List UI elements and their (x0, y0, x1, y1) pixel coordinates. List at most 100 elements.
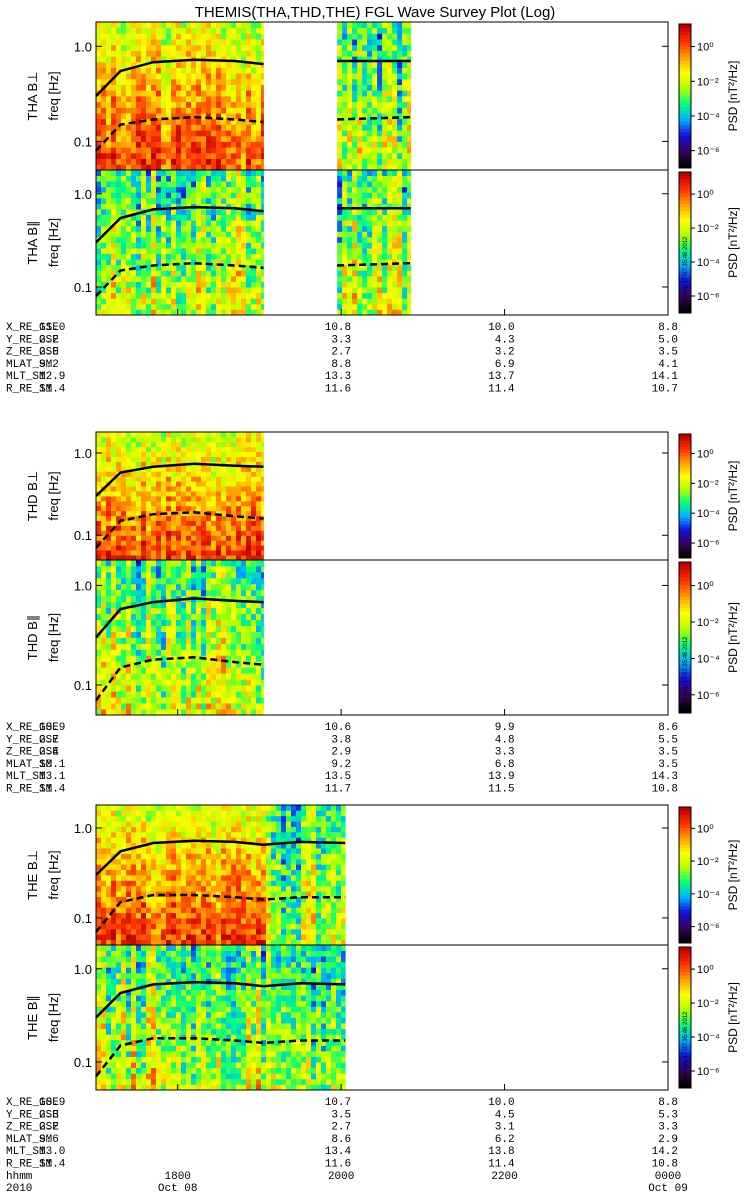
spectrogram-cell (146, 673, 152, 680)
spectrogram-cell (221, 500, 227, 507)
spectrogram-cell (216, 101, 222, 108)
spectrogram-cell (106, 869, 112, 876)
spectrogram-cell (161, 912, 167, 919)
spectrogram-cell (106, 73, 112, 80)
spectrogram-cell (141, 555, 147, 561)
spectrogram-cell (156, 589, 162, 597)
spectrogram-cell (166, 530, 172, 536)
spectrogram-cell (171, 73, 177, 80)
spectrogram-cell (201, 643, 207, 650)
spectrogram-cell (146, 571, 152, 579)
spectrogram-cell (251, 130, 257, 137)
spectrogram-cell (156, 27, 162, 34)
spectrogram-cell (246, 496, 252, 502)
spectrogram-cell (236, 281, 242, 288)
spectrogram-cell (231, 613, 237, 621)
spectrogram-cell (106, 33, 112, 40)
spectrogram-cell (186, 44, 192, 51)
spectrogram-cell (136, 107, 142, 114)
spectrogram-cell (181, 170, 187, 176)
spectrogram-cell (236, 186, 242, 193)
spectrogram-cell (151, 214, 157, 221)
spectrogram-cell (251, 471, 257, 477)
spectrogram-cell (121, 242, 127, 249)
spectrogram-cell (367, 27, 373, 34)
spectrogram-cell (161, 560, 167, 567)
spectrogram-cell (181, 491, 187, 497)
spectrogram-cell (246, 203, 252, 210)
spectrogram-cell (136, 703, 142, 710)
spectrogram-cell (251, 175, 257, 182)
spectrogram-cell (362, 67, 368, 74)
spectrogram-cell (196, 432, 202, 438)
spectrogram-cell (136, 864, 142, 870)
spectrogram-cell (196, 625, 202, 632)
spectrogram-cell (387, 203, 393, 210)
spectrogram-cell (141, 158, 147, 165)
spectrogram-cell (121, 550, 127, 556)
spectrogram-cell (196, 496, 202, 502)
spectrogram-cell (251, 197, 257, 204)
spectrogram-cell (221, 589, 227, 597)
spectrogram-cell (387, 292, 393, 299)
spectrogram-cell (186, 270, 192, 277)
spectrogram-cell (352, 152, 358, 159)
spectrogram-cell (121, 309, 127, 316)
spectrogram-cell (367, 124, 373, 131)
spectrogram-cell (151, 550, 157, 556)
spectrogram-cell (196, 27, 202, 34)
spectrogram-cell (191, 186, 197, 193)
spectrogram-cell (196, 164, 202, 171)
spectrogram-cell (231, 491, 237, 497)
spectrogram-cell (236, 466, 242, 472)
spectrogram-cell (246, 643, 252, 650)
spectrogram-cell (166, 27, 172, 34)
spectrogram-cell (246, 152, 252, 159)
spectrogram-cell (337, 248, 343, 255)
spectrogram-cell (166, 471, 172, 477)
spectrogram-cell (231, 667, 237, 674)
spectrogram-cell (176, 456, 182, 462)
spectrogram-cell (357, 276, 363, 282)
spectrogram-cell (211, 520, 217, 526)
spectrogram-cell (221, 27, 227, 34)
colorbar-tick-label: 10⁻⁴ (697, 653, 720, 665)
spectrogram-cell (156, 44, 162, 51)
spectrogram-cell (106, 197, 112, 204)
spectrogram-cell (226, 560, 232, 567)
spectrogram-cell (111, 697, 117, 704)
spectrogram-cell (352, 236, 358, 243)
spectrogram-cell (216, 560, 222, 567)
spectrogram-cell (166, 709, 172, 716)
spectrogram-cell (146, 231, 152, 238)
spectrogram-cell (206, 231, 212, 238)
spectrogram-cell (211, 709, 217, 716)
spectrogram-cell (126, 880, 132, 887)
spectrogram-cell (131, 486, 137, 492)
spectrogram-cell (121, 571, 127, 579)
spectrogram-cell (241, 566, 247, 573)
spectrogram-cell (256, 589, 262, 597)
spectrogram-cell (347, 175, 353, 182)
spectrogram-cell (357, 248, 363, 255)
spectrogram-cell (256, 50, 262, 57)
spectrogram-cell (191, 253, 197, 260)
spectrogram-cell (96, 848, 102, 854)
colorbar-cell (679, 277, 691, 282)
spectrogram-cell (166, 545, 172, 551)
spectrogram-cell (196, 186, 202, 193)
spectrogram-cell (191, 625, 197, 632)
spectrogram-cell (101, 655, 107, 662)
spectrogram-cell (402, 44, 408, 51)
spectrogram-cell (261, 281, 264, 288)
spectrogram-cell (146, 78, 152, 85)
spectrogram-cell (176, 577, 182, 585)
spectrogram-cell (111, 577, 117, 585)
spectrogram-cell (126, 432, 132, 438)
spectrogram-cell (181, 270, 187, 277)
spectrogram-cell (392, 203, 398, 210)
spectrogram-cell (161, 152, 167, 159)
spectrogram-cell (246, 292, 252, 299)
spectrogram-cell (387, 22, 393, 29)
spectrogram-cell (387, 33, 393, 40)
